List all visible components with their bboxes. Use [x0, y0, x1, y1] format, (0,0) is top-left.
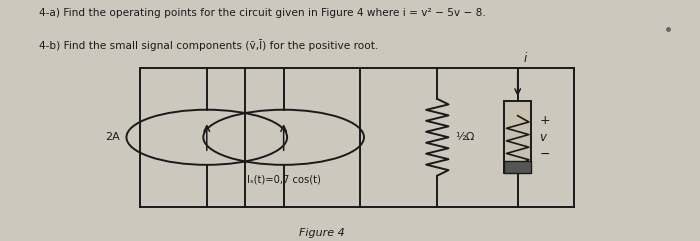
Text: Iₛ(t)=0,7 cos(t): Iₛ(t)=0,7 cos(t) [246, 174, 321, 184]
Text: Figure 4: Figure 4 [299, 228, 345, 238]
Text: +: + [539, 114, 550, 127]
Bar [505, 161, 531, 173]
Text: 4-b) Find the small signal components (ṽ,Ī) for the positive root.: 4-b) Find the small signal components (ṽ… [39, 39, 379, 51]
Text: v: v [539, 131, 546, 144]
Text: 4-a) Find the operating points for the circuit given in Figure 4 where i = v² − : 4-a) Find the operating points for the c… [39, 8, 486, 18]
Text: 2A: 2A [105, 132, 120, 142]
Text: −: − [539, 147, 550, 161]
Text: ½Ω: ½Ω [456, 132, 475, 142]
Text: i: i [524, 52, 526, 65]
Bar [505, 101, 531, 173]
